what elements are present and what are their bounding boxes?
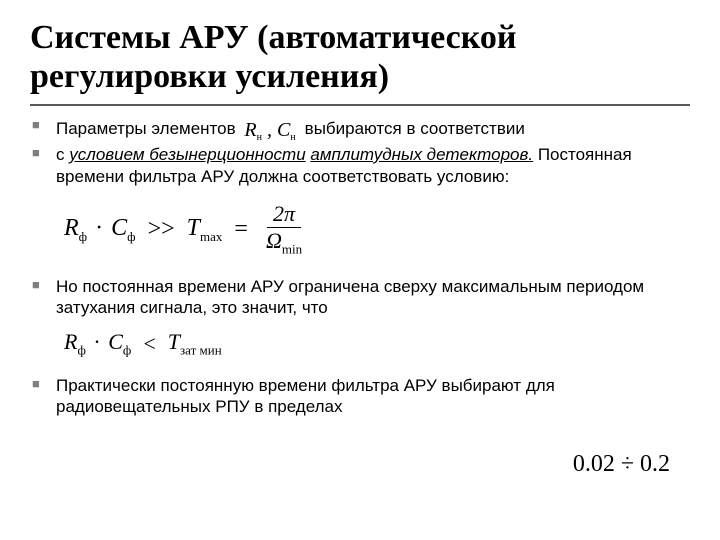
f1-T-sub: max xyxy=(200,228,222,243)
f1-C: C xyxy=(111,215,127,241)
bullet-2: с условием безынерционности амплитудных … xyxy=(32,144,690,188)
f1-den-sym: Ω xyxy=(266,228,282,253)
bullet-list-2: Но постоянная времени АРУ ограничена све… xyxy=(30,276,690,320)
f2-op: < xyxy=(141,331,157,357)
f1-fraction: 2π Ωmin xyxy=(260,201,308,257)
bullet-4: Практически постоянную времени фильтра А… xyxy=(32,375,690,419)
title-divider xyxy=(30,104,690,106)
f2-R: R xyxy=(64,329,77,354)
page-title: Системы АРУ (автоматической регулировки … xyxy=(30,18,690,96)
f1-eq: = xyxy=(232,216,250,243)
f1-den-sub: min xyxy=(282,242,302,257)
f1-num: 2π xyxy=(273,201,295,226)
f1-R: R xyxy=(64,215,79,241)
f2-T: T xyxy=(168,329,180,354)
inline-formula-rncn: Rн , Cн xyxy=(244,119,300,141)
b2-before: с xyxy=(56,145,69,164)
b4-text: Практически постоянную времени фильтра А… xyxy=(56,376,555,417)
b2-uitalic1: условием безынерционности xyxy=(69,145,305,164)
b2-uitalic2: амплитудных детекторов. xyxy=(310,145,533,164)
b1-text-after: выбираются в соответствии xyxy=(305,119,525,138)
formula-1: Rф · Cф >> Tmax = 2π Ωmin xyxy=(64,201,690,257)
f1-op1: >> xyxy=(146,216,177,243)
f2-C-sub: ф xyxy=(123,343,131,358)
bullet-list: Параметры элементов Rн , Cн выбираются в… xyxy=(30,116,690,187)
range-value: 0.02 ÷ 0.2 xyxy=(573,451,670,478)
f1-R-sub: ф xyxy=(79,228,87,243)
f2-C: C xyxy=(108,329,123,354)
bullet-3: Но постоянная времени АРУ ограничена све… xyxy=(32,276,690,320)
b1-text-before: Параметры элементов xyxy=(56,119,236,138)
f1-T: T xyxy=(187,215,200,241)
b3-text: Но постоянная времени АРУ ограничена све… xyxy=(56,277,644,318)
f1-C-sub: ф xyxy=(127,228,135,243)
formula-2: Rф · Cф < Tзат мин xyxy=(64,329,690,358)
bullet-list-3: Практически постоянную времени фильтра А… xyxy=(30,375,690,419)
bullet-1: Параметры элементов Rн , Cн выбираются в… xyxy=(32,116,690,142)
f2-R-sub: ф xyxy=(77,343,85,358)
f2-T-sub: зат мин xyxy=(180,343,222,358)
